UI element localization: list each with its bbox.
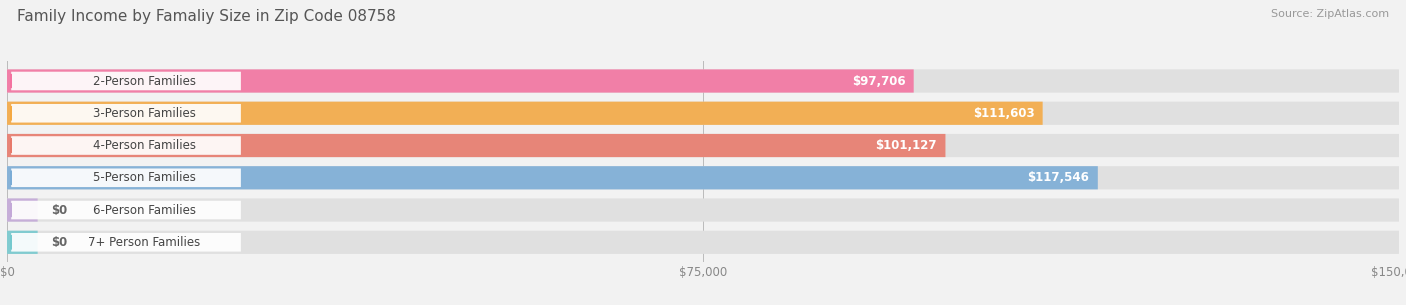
Text: $117,546: $117,546: [1028, 171, 1090, 184]
Text: Source: ZipAtlas.com: Source: ZipAtlas.com: [1271, 9, 1389, 19]
Text: $97,706: $97,706: [852, 74, 905, 88]
Text: 6-Person Families: 6-Person Families: [93, 203, 195, 217]
FancyBboxPatch shape: [7, 134, 945, 157]
FancyBboxPatch shape: [7, 199, 38, 222]
FancyBboxPatch shape: [11, 72, 240, 90]
Text: 5-Person Families: 5-Person Families: [93, 171, 195, 184]
Text: 3-Person Families: 3-Person Families: [93, 107, 195, 120]
FancyBboxPatch shape: [7, 199, 1399, 222]
Text: $0: $0: [52, 236, 67, 249]
FancyBboxPatch shape: [7, 102, 1399, 125]
Text: Family Income by Famaliy Size in Zip Code 08758: Family Income by Famaliy Size in Zip Cod…: [17, 9, 395, 24]
FancyBboxPatch shape: [11, 136, 240, 155]
Text: $111,603: $111,603: [973, 107, 1035, 120]
FancyBboxPatch shape: [7, 231, 38, 254]
FancyBboxPatch shape: [7, 166, 1399, 189]
Text: 7+ Person Families: 7+ Person Families: [89, 236, 201, 249]
FancyBboxPatch shape: [11, 168, 240, 187]
FancyBboxPatch shape: [7, 231, 1399, 254]
Text: $0: $0: [52, 203, 67, 217]
FancyBboxPatch shape: [11, 233, 240, 252]
FancyBboxPatch shape: [7, 134, 1399, 157]
FancyBboxPatch shape: [7, 70, 1399, 93]
FancyBboxPatch shape: [7, 166, 1098, 189]
Text: $101,127: $101,127: [876, 139, 936, 152]
FancyBboxPatch shape: [7, 70, 914, 93]
Text: 2-Person Families: 2-Person Families: [93, 74, 195, 88]
Text: 4-Person Families: 4-Person Families: [93, 139, 195, 152]
FancyBboxPatch shape: [11, 104, 240, 123]
FancyBboxPatch shape: [11, 201, 240, 219]
FancyBboxPatch shape: [7, 102, 1043, 125]
